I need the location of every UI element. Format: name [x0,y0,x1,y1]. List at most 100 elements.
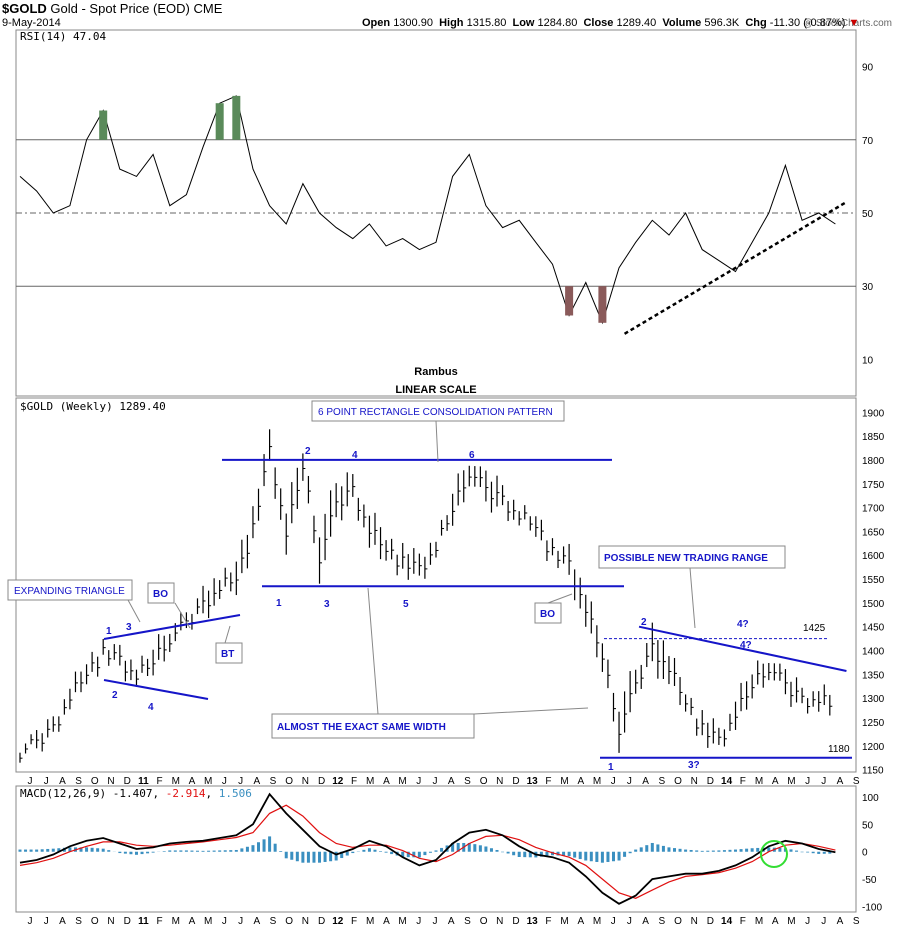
macd-histogram-bar [767,847,771,852]
macd-histogram-bar [756,847,760,852]
price-x-label: D [512,776,519,787]
macd-histogram-bar [489,848,493,852]
tri-point-1: 1 [106,626,112,637]
macd-legend: MACD(12,26,9) -1.407, -2.914, 1.506 [20,787,252,800]
macd-histogram-bar [484,846,488,852]
macd-histogram-bar [573,851,577,858]
macd-x-label: 13 [527,916,539,927]
macd-histogram-bar [90,847,94,852]
macd-histogram-bar [711,850,715,852]
level-1180-label: 1180 [828,744,850,755]
macd-x-label: S [270,916,277,927]
macd-histogram-bar [750,848,754,852]
macd-histogram-bar [717,850,721,852]
macd-x-label: F [157,916,163,927]
rsi-trendline [623,200,848,335]
macd-histogram-bar [417,851,421,858]
macd-x-label: J [627,916,632,927]
macd-histogram-bar [218,850,222,852]
macd-histogram-bar [29,849,33,852]
macd-histogram-bar [623,851,627,857]
macd-histogram-bar [467,842,471,852]
macd-histogram-bar [107,850,111,852]
rsi-tick-label: 10 [862,355,874,366]
macd-histogram-bar [650,842,654,852]
price-x-label: 11 [138,776,149,787]
price-x-label: S [270,776,277,787]
macd-histogram-bar [123,851,127,854]
macd-histogram-bar [129,851,133,855]
price-x-label: O [674,776,682,787]
tri-point-3: 3 [126,622,132,633]
price-x-label: 12 [332,776,344,787]
price-x-label: F [351,776,357,787]
bo2-label: BO [540,609,555,620]
macd-histogram-bar [795,850,799,852]
rect-point-5: 5 [403,599,409,610]
price-x-label: J [44,776,49,787]
price-x-label: D [318,776,325,787]
price-x-label: M [787,776,795,787]
macd-x-label: A [383,916,390,927]
macd-histogram-bar [18,849,22,852]
macd-histogram-bar [273,843,277,852]
annotation-rectangle: 6 POINT RECTANGLE CONSOLIDATION PATTERN [311,400,565,422]
macd-legend-label: MACD(12,26,9) [20,787,106,800]
macd-histogram-bar [195,850,199,852]
price-legend: $GOLD (Weekly) 1289.40 [20,400,166,413]
macd-histogram-bar [584,851,588,861]
price-x-label: J [805,776,810,787]
annotation-bo2: BO [534,602,562,624]
macd-histogram-bar [323,851,327,862]
close-value: 1289.40 [616,17,657,29]
macd-x-label: N [302,916,309,927]
macd-histogram-bar [728,849,732,852]
macd-tick-label: 0 [862,848,868,859]
expanding-triangle-label: EXPANDING TRIANGLE [14,586,125,597]
macd-histogram-bar [96,848,100,852]
macd-histogram-bar [722,850,726,852]
price-tick-label: 1550 [862,575,885,586]
macd-histogram-bar [184,850,188,852]
price-x-label: A [189,776,196,787]
price-x-label: J [627,776,632,787]
price-tick-label: 1800 [862,456,885,467]
rsi-tick-label: 90 [862,63,874,74]
macd-x-label: S [75,916,82,927]
macd-histogram-bar [639,847,643,852]
price-tick-label: 1400 [862,647,885,658]
macd-histogram-bar [46,848,50,852]
macd-histogram-bar [600,851,604,863]
price-x-label: D [124,776,131,787]
annotation-bo1: BO [147,582,175,604]
macd-histogram-bar [595,851,599,862]
annotation-trading-range: POSSIBLE NEW TRADING RANGE [598,545,786,569]
price-tick-label: 1150 [862,766,884,777]
macd-x-label: J [821,916,826,927]
price-x-label: A [59,776,66,787]
macd-histogram-bar [656,844,660,852]
macd-legend-signal: -2.914 [166,787,206,800]
price-tick-label: 1450 [862,623,885,634]
price-x-label: A [837,776,844,787]
price-x-label: S [464,776,471,787]
price-x-label: A [253,776,260,787]
rsi-tick-label: 70 [862,136,874,147]
price-x-label: M [593,776,601,787]
macd-histogram-bar [68,847,72,852]
rsi-overbought-fill [232,95,241,140]
macd-histogram-bar [406,851,410,858]
macd-histogram-bar [240,848,244,852]
price-tick-label: 1500 [862,599,885,610]
macd-histogram-bar [478,845,482,852]
level-1425-label: 1425 [803,623,826,634]
rsi-overbought-fill [215,103,224,140]
price-tick-label: 1750 [862,480,885,491]
price-x-label: S [658,776,665,787]
range-point-2: 2 [641,617,647,628]
macd-x-label: M [172,916,180,927]
macd-x-label: M [204,916,212,927]
rect-point-4: 4 [352,450,358,461]
macd-histogram-bar [212,850,216,852]
macd-histogram-bar [589,851,593,862]
